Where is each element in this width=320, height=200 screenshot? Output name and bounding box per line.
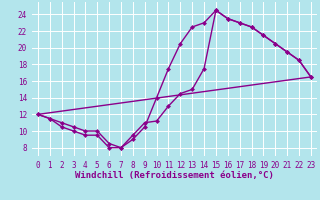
X-axis label: Windchill (Refroidissement éolien,°C): Windchill (Refroidissement éolien,°C) (75, 171, 274, 180)
